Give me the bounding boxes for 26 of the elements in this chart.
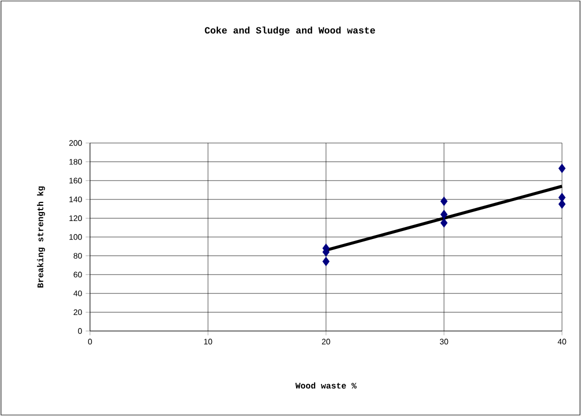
x-tick-label: 10 <box>204 338 212 344</box>
x-tick-label: 0 <box>88 338 92 344</box>
point <box>440 218 448 228</box>
y-tick-label: 140 <box>69 196 82 202</box>
y-tick-label: 60 <box>74 272 82 278</box>
point <box>440 210 448 220</box>
y-tick-label: 160 <box>69 178 82 184</box>
point <box>440 196 448 206</box>
y-tick-label: 80 <box>74 252 82 259</box>
x-tick-label: 40 <box>558 338 566 344</box>
y-tick-label: 40 <box>73 290 82 296</box>
y-tick-label: 200 <box>69 140 82 146</box>
point <box>558 192 566 202</box>
point <box>322 256 330 266</box>
y-tick-label: 120 <box>69 215 82 222</box>
chart-title: Coke and Sludge and Wood waste <box>204 26 376 36</box>
y-axis-title: Breaking strength kg <box>37 186 45 288</box>
y-tick-label: 100 <box>69 234 82 240</box>
point <box>558 164 566 174</box>
x-tick-label: 20 <box>322 338 330 344</box>
x-axis-title: Wood waste % <box>295 382 357 389</box>
point <box>558 199 566 209</box>
y-tick-label: 20 <box>74 309 82 316</box>
y-tick-label: 0 <box>78 328 82 334</box>
x-tick-label: 30 <box>440 338 448 344</box>
y-tick-label: 180 <box>69 158 82 165</box>
